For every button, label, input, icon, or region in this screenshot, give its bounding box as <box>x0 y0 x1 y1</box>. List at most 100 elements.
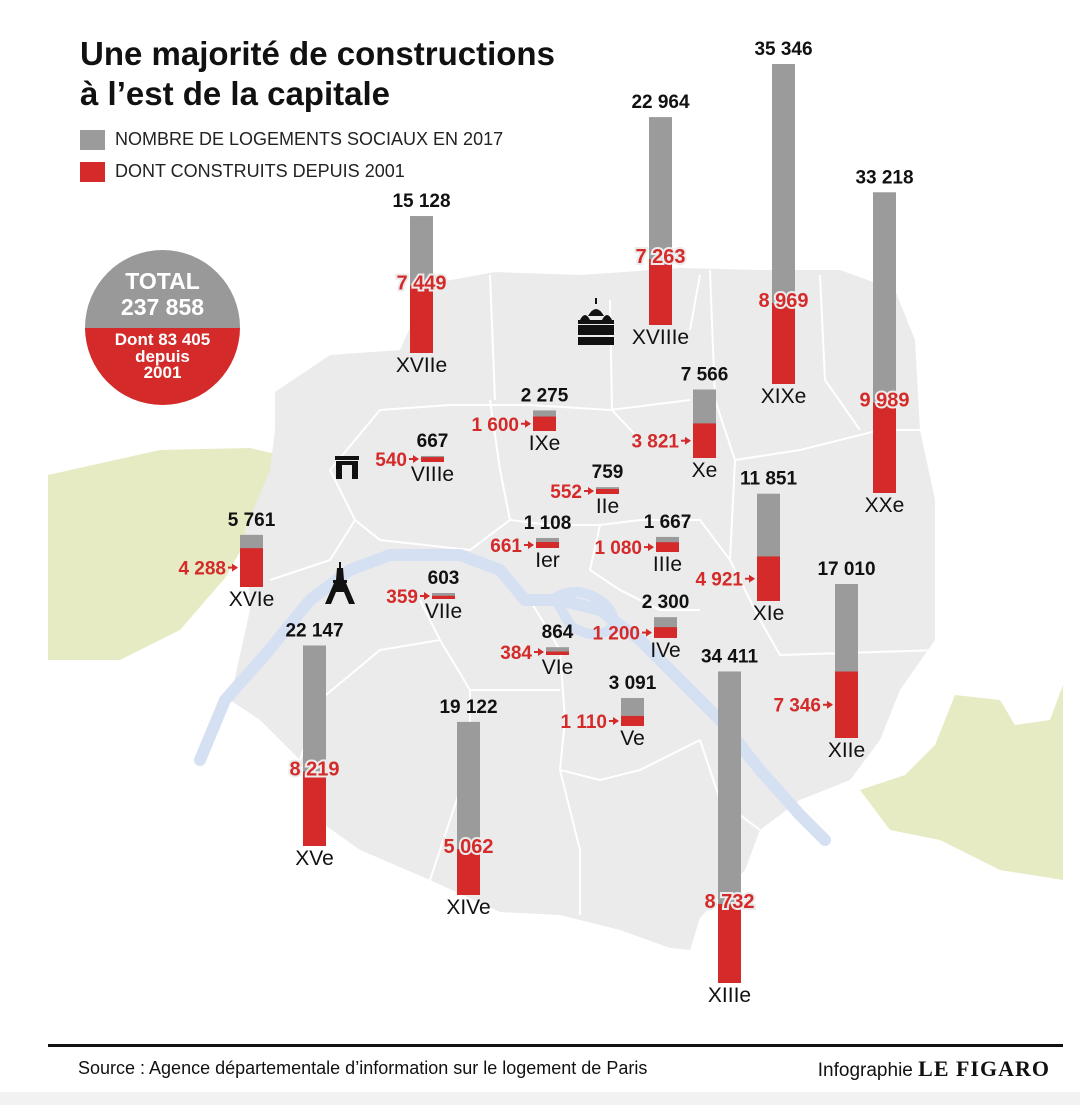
bar-layer: 1 108 Ier 661 1 667 IIIe 1 080 2 300 IVe 1 200 3 … <box>178 39 913 1007</box>
total-value-xixe: 35 346 <box>754 39 812 60</box>
arrondissement-label-xive: XIVe <box>446 896 490 919</box>
total-value-xie: 11 851 <box>740 469 797 490</box>
legend-item-total: NOMBRE DE LOGEMENTS SOCIAUX EN 2017 <box>80 129 503 150</box>
total-value-xiie: 17 010 <box>817 559 875 580</box>
credit-prefix: Infographie <box>817 1060 913 1081</box>
bois-de-boulogne <box>48 448 280 660</box>
arrondissement-label-xiie: XIIe <box>828 739 865 762</box>
since-value-viie: 359 <box>386 587 418 608</box>
since-arrow-head-xe <box>685 436 691 445</box>
arrondissement-label-xixe: XIXe <box>761 385 807 408</box>
since-value-vie: 384 <box>500 643 532 664</box>
bar-since-iiie <box>656 542 679 552</box>
total-value-viie: 603 <box>428 568 460 589</box>
title-line-2: à l’est de la capitale <box>80 75 390 112</box>
since-value-xie: 4 921 <box>695 570 743 591</box>
ile-de-la-cite-river <box>548 587 619 639</box>
bar-since-ier <box>536 542 559 548</box>
bar-since-xviiie <box>649 259 672 325</box>
page-title: Une majorité de constructions à l’est de… <box>80 34 555 114</box>
badge-total-label: TOTAL <box>125 268 200 294</box>
arrondissement-label-vie: VIe <box>542 656 574 679</box>
since-value-xive: 5 062 <box>443 836 493 858</box>
arrondissement-label-xve: XVe <box>295 847 334 870</box>
bar-since-xiie <box>835 671 858 738</box>
since-arrow-head-xvie <box>232 563 238 572</box>
since-value-viiie: 540 <box>375 450 407 471</box>
eiffel-tower-icon <box>325 562 355 604</box>
title-line-1: Une majorité de constructions <box>80 35 555 72</box>
footer-rule <box>48 1044 1063 1047</box>
since-value-ixe: 1 600 <box>471 415 519 436</box>
arrondissement-label-iiie: IIIe <box>653 553 682 576</box>
since-arrow-head-ive <box>646 628 652 637</box>
bar-since-xviie <box>410 285 433 353</box>
total-value-ive: 2 300 <box>642 592 690 613</box>
since-value-xe: 3 821 <box>631 432 679 453</box>
since-value-xxe: 9 989 <box>859 390 909 412</box>
bar-since-ve <box>621 715 644 726</box>
since-arrow-head-xie <box>749 574 755 583</box>
since-arrow-head-xiie <box>827 700 833 709</box>
since-value-xviiie: 7 263 <box>635 246 685 268</box>
credit-brand: LE FIGARO <box>918 1056 1050 1081</box>
since-arrow-head-ier <box>528 541 534 549</box>
sacre-coeur-icon <box>578 298 614 345</box>
legend-label-total: NOMBRE DE LOGEMENTS SOCIAUX EN 2017 <box>115 129 504 149</box>
source-note: Source : Agence départementale d’informa… <box>78 1058 648 1078</box>
arrondissement-label-xie: XIe <box>753 602 785 625</box>
credit: Infographie LE FIGARO <box>818 1056 1050 1082</box>
legend-swatch-grey <box>80 129 105 150</box>
total-value-xvie: 5 761 <box>228 510 276 531</box>
bar-since-iie <box>596 489 619 494</box>
total-value-xiiie: 34 411 <box>701 646 758 667</box>
arrondissement-label-ier: Ier <box>535 549 560 572</box>
arc-de-triomphe-icon <box>335 456 359 479</box>
since-arrow-head-vie <box>538 648 544 656</box>
arrondissement-label-xviiie: XVIIIe <box>632 326 689 349</box>
bar-since-xve <box>303 771 326 846</box>
since-value-ier: 661 <box>490 536 522 557</box>
arrondissement-label-ive: IVe <box>650 639 680 662</box>
bar-since-viie <box>432 595 455 599</box>
since-value-iiie: 1 080 <box>594 538 642 559</box>
total-value-vie: 864 <box>542 622 574 643</box>
badge-since-word: depuis <box>135 347 190 366</box>
total-value-xive: 19 122 <box>439 697 497 718</box>
legend-item-since: DONT CONSTRUITS DEPUIS 2001 <box>80 161 405 182</box>
badge-since-value: Dont 83 405 <box>114 330 211 349</box>
total-value-xve: 22 147 <box>285 620 343 641</box>
arrondissement-label-viie: VIIe <box>425 600 462 623</box>
since-value-xiiie: 8 732 <box>704 891 754 913</box>
since-value-xvie: 4 288 <box>178 559 226 580</box>
total-value-xviie: 15 128 <box>392 191 450 212</box>
bar-since-xixe <box>772 302 795 384</box>
bar-since-xie <box>757 556 780 601</box>
badge-total-value: 237 858 <box>120 294 205 320</box>
since-value-ve: 1 110 <box>561 712 608 733</box>
bar-since-xvie <box>240 548 263 587</box>
total-value-xviiie: 22 964 <box>631 92 690 113</box>
badge-since-year: 2001 <box>143 363 182 382</box>
total-value-ve: 3 091 <box>609 673 657 694</box>
bois-de-vincennes <box>860 685 1063 880</box>
total-value-xxe: 33 218 <box>855 167 913 188</box>
bar-since-xive <box>457 849 480 895</box>
total-value-iiie: 1 667 <box>644 512 692 533</box>
arrondissement-label-xvie: XVIe <box>229 588 275 611</box>
total-value-ier: 1 108 <box>524 513 572 534</box>
since-arrow-head-iie <box>588 487 594 495</box>
bar-since-ixe <box>533 416 556 431</box>
arrondissement-label-xviie: XVIIe <box>396 354 447 377</box>
legend-label-since: DONT CONSTRUITS DEPUIS 2001 <box>115 161 405 181</box>
since-value-xviie: 7 449 <box>396 273 446 295</box>
total-value-iie: 759 <box>592 462 624 483</box>
arrondissement-label-ixe: IXe <box>529 432 561 455</box>
since-value-iie: 552 <box>550 482 582 503</box>
bar-since-viiie <box>421 457 444 462</box>
since-value-xve: 8 219 <box>289 759 339 781</box>
since-value-ive: 1 200 <box>592 624 640 645</box>
since-arrow-head-iiie <box>648 543 654 552</box>
since-arrow-head-ixe <box>525 419 531 428</box>
